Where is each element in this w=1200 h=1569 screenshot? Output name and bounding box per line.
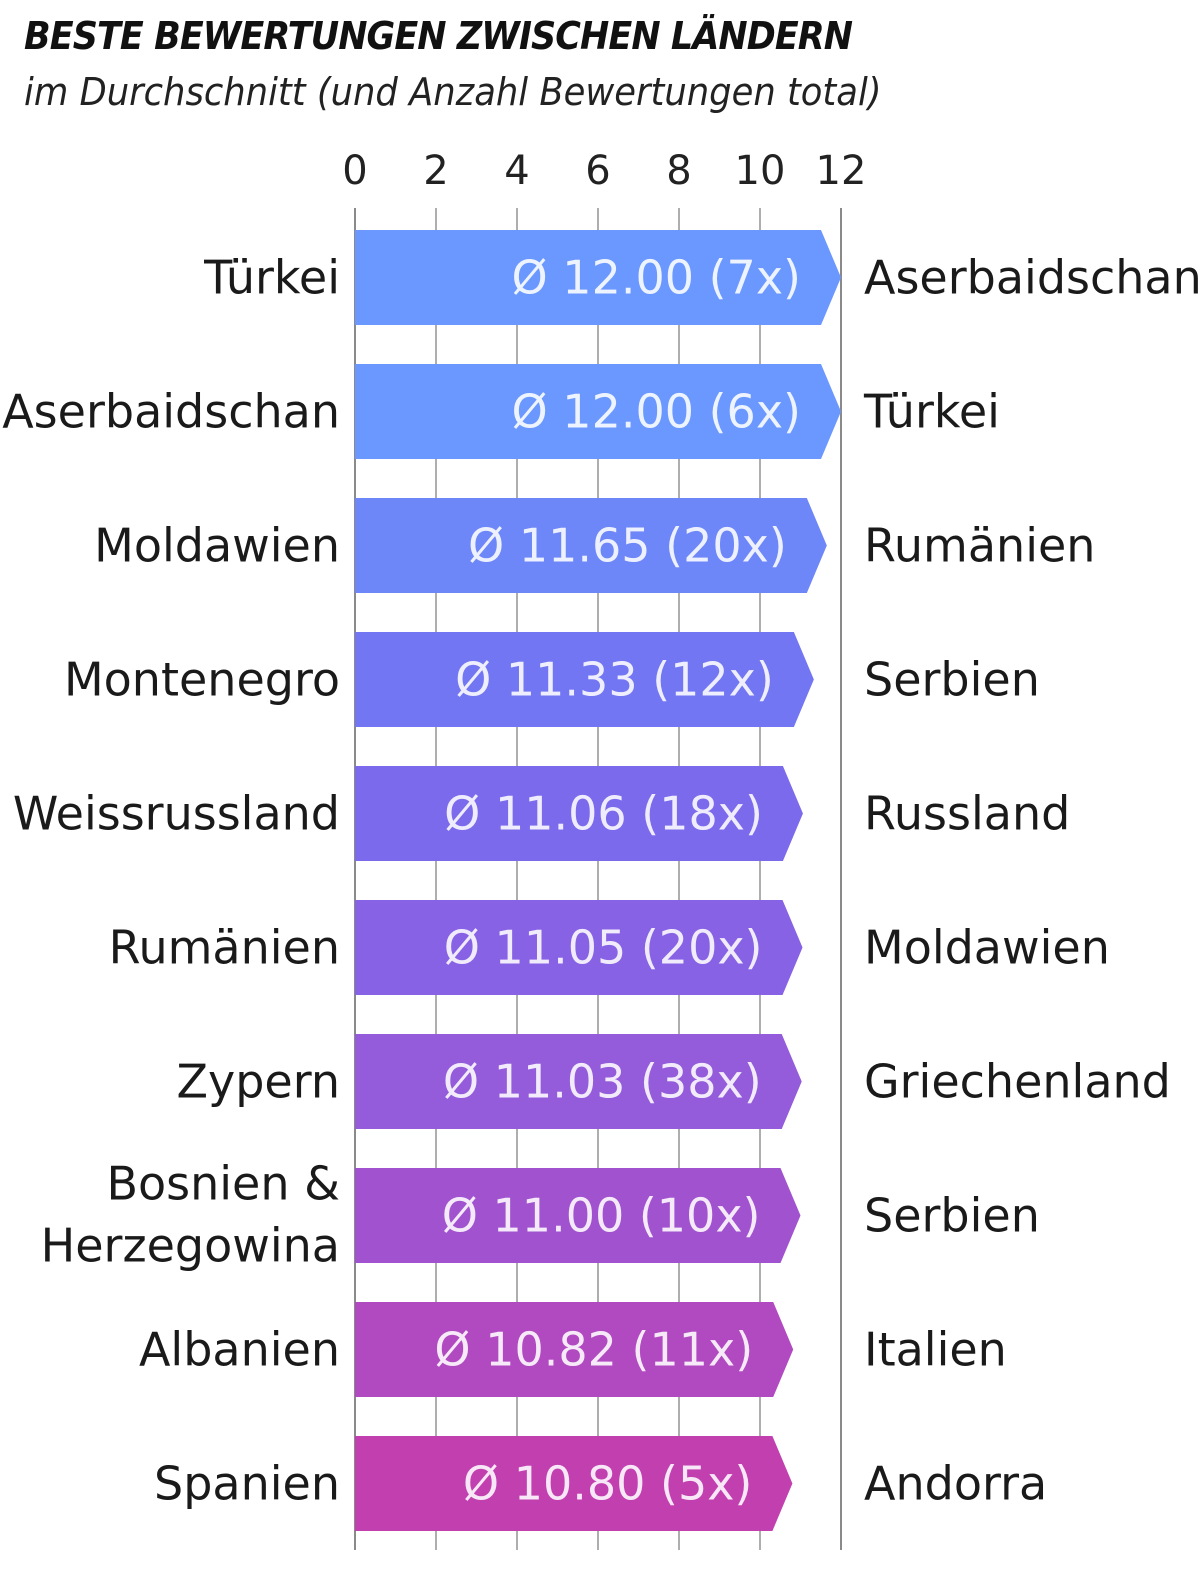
value-label: Ø 11.00 (10x)	[442, 1189, 761, 1243]
to-country-label: Andorra	[864, 1457, 1047, 1511]
x-tick-label: 8	[666, 148, 691, 194]
value-label: Ø 12.00 (7x)	[511, 251, 801, 305]
to-country-label: Griechenland	[864, 1055, 1171, 1109]
to-country-label: Rumänien	[864, 519, 1095, 573]
bar	[355, 766, 803, 861]
value-label: Ø 12.00 (6x)	[511, 385, 801, 439]
x-tick-label: 2	[423, 148, 448, 194]
to-country-label: Russland	[864, 787, 1070, 841]
value-label: Ø 11.06 (18x)	[444, 787, 763, 841]
x-tick-label: 12	[816, 148, 867, 194]
bar	[355, 1168, 801, 1263]
bar	[355, 364, 841, 459]
x-tick-label: 4	[504, 148, 529, 194]
bar	[355, 230, 841, 325]
from-country-label: Zypern	[177, 1055, 341, 1109]
from-country-label: Bosnien &	[106, 1157, 340, 1211]
value-label: Ø 11.05 (20x)	[444, 921, 763, 975]
to-country-label: Italien	[864, 1323, 1007, 1377]
bar	[355, 498, 827, 593]
from-country-label: Montenegro	[64, 653, 340, 707]
chart-subtitle: im Durchschnitt (und Anzahl Bewertungen …	[24, 70, 882, 114]
from-country-label: Herzegowina	[41, 1219, 340, 1273]
value-label: Ø 10.80 (5x)	[463, 1457, 753, 1511]
labels: 0 2 4 6 8 10 12 Ø 12.00 (7x) Türkei Aserbaidschan…	[2, 148, 1200, 1511]
chart-title: BESTE BEWERTUNGEN ZWISCHEN LÄNDERN	[24, 14, 853, 58]
bar	[355, 1436, 793, 1531]
x-tick-label: 6	[585, 148, 610, 194]
value-label: Ø 11.33 (12x)	[455, 653, 774, 707]
to-country-label: Aserbaidschan	[864, 251, 1200, 305]
to-country-label: Türkei	[863, 385, 1000, 439]
from-country-label: Türkei	[203, 251, 340, 305]
x-tick-label: 10	[735, 148, 786, 194]
to-country-label: Serbien	[864, 1189, 1040, 1243]
bar	[355, 1034, 802, 1129]
from-country-label: Albanien	[139, 1323, 340, 1377]
value-label: Ø 10.82 (11x)	[434, 1323, 753, 1377]
x-tick-label: 0	[342, 148, 367, 194]
from-country-label: Rumänien	[109, 921, 340, 975]
bar	[355, 900, 803, 995]
bars	[355, 230, 841, 1531]
to-country-label: Serbien	[864, 653, 1040, 707]
to-country-label: Moldawien	[864, 921, 1110, 975]
from-country-label: Moldawien	[94, 519, 340, 573]
from-country-label: Weissrussland	[13, 787, 340, 841]
bar	[355, 632, 814, 727]
bar	[355, 1302, 794, 1397]
value-label: Ø 11.03 (38x)	[443, 1055, 762, 1109]
from-country-label: Spanien	[154, 1457, 340, 1511]
from-country-label: Aserbaidschan	[2, 385, 340, 439]
value-label: Ø 11.65 (20x)	[468, 519, 787, 573]
